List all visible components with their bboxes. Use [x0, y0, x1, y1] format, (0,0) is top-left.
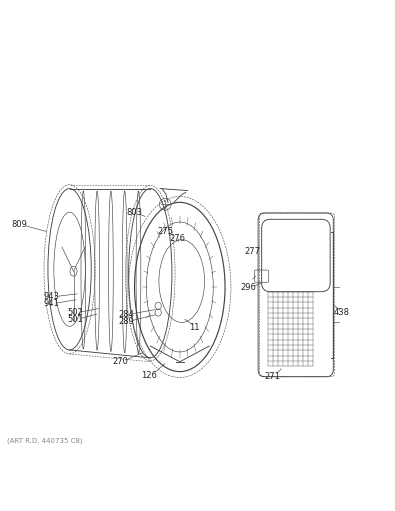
- Text: 803: 803: [126, 208, 143, 218]
- Text: 275: 275: [157, 227, 173, 237]
- Text: 270: 270: [112, 357, 128, 366]
- Text: 276: 276: [169, 235, 185, 243]
- Text: 943: 943: [43, 292, 59, 301]
- Text: 296: 296: [241, 283, 257, 292]
- Text: 271: 271: [264, 372, 280, 381]
- Text: 809: 809: [11, 220, 28, 229]
- Text: 502: 502: [68, 308, 83, 317]
- Text: 11: 11: [189, 322, 199, 332]
- Text: 941: 941: [43, 299, 59, 308]
- Text: 284: 284: [118, 310, 134, 319]
- Text: 289: 289: [118, 317, 134, 326]
- Text: 438: 438: [333, 308, 349, 317]
- Text: 126: 126: [141, 371, 158, 380]
- Text: 501: 501: [68, 315, 83, 324]
- Text: (ART R.D. 440735 C8): (ART R.D. 440735 C8): [7, 437, 82, 444]
- Text: 277: 277: [245, 247, 261, 256]
